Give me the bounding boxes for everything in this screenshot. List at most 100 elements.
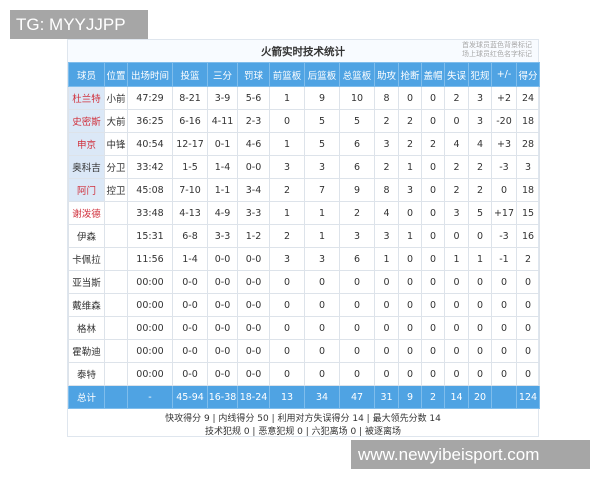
stat-cell: 5 [339,109,375,133]
table-row: 泰特 00:00 0-0 0-0 0-0 0 0 0 0 0 0 0 0 0 0 [68,362,540,386]
stat-cell: 3 [374,224,399,248]
stat-cell: 3 [398,178,422,202]
column-header: 投篮 [172,62,208,87]
stat-cell: 0 [421,339,445,363]
stat-cell: 0 [468,224,492,248]
stat-cell: 1 [269,86,305,110]
stat-cell: 0 [468,316,492,340]
stat-cell: 分卫 [104,155,128,179]
stat-cell: 1-1 [207,178,238,202]
stat-cell: 0 [398,247,422,271]
stat-cell: 5 [304,109,340,133]
stat-cell: 0-0 [237,339,270,363]
player-name: 泰特 [68,362,105,386]
stat-cell: 6 [339,132,375,156]
column-header: 球员 [68,62,105,87]
stat-cell: 0 [468,293,492,317]
player-name: 史密斯 [68,109,105,133]
stat-cell: 0 [398,201,422,225]
stat-cell: 1 [444,247,469,271]
stat-cell: 0 [421,362,445,386]
total-cell: 14 [444,385,469,409]
stat-cell: 40:54 [127,132,173,156]
stat-cell: 6 [339,155,375,179]
column-header: 得分 [516,62,540,87]
stat-cell: 0-0 [237,247,270,271]
table-row: 伊森 15:31 6-8 3-3 1-2 2 1 3 3 1 0 0 0 -3 16 [68,224,540,248]
stat-cell: 0 [421,178,445,202]
table-body: 杜兰特 小前 47:29 8-21 3-9 5-6 1 9 10 8 0 0 2 3 +2 24 史密斯 大前 36… [68,86,540,409]
stat-cell: 3 [339,224,375,248]
total-cell: - [127,385,173,409]
legend-on-court: 场上球员红色名字标记 [462,50,532,58]
stat-cell: +17 [491,201,517,225]
stat-cell: 28 [516,132,540,156]
stat-cell: -3 [491,155,517,179]
stat-cell: 3-9 [207,86,238,110]
player-name: 伊森 [68,224,105,248]
stat-cell: 8-21 [172,86,208,110]
stat-cell: 0-0 [172,293,208,317]
stat-cell: 2 [516,247,540,271]
table-row: 史密斯 大前 36:25 6-16 4-11 2-3 0 5 5 2 2 0 0 3 -20 18 [68,109,540,133]
column-header: 三分 [207,62,238,87]
stat-cell: 7-10 [172,178,208,202]
footer-line-1: 快攻得分 9 | 内线得分 50 | 利用对方失误得分 14 | 最大领先分数 … [165,414,441,424]
stat-cell: 0 [339,339,375,363]
stats-table: 球员 位置 出场时间 投篮 三分 罚球 前篮板 后篮板 总篮板 助攻 抢断 盖帽 失误 犯规 +/- 得分 杜… [68,62,540,409]
stat-cell: 0 [304,270,340,294]
total-cell: 2 [421,385,445,409]
player-name: 格林 [68,316,105,340]
stat-cell: 0 [304,362,340,386]
stat-cell: 3-3 [237,201,270,225]
stat-cell: 36:25 [127,109,173,133]
stat-cell: 0 [516,339,540,363]
stat-cell: 2 [339,201,375,225]
stat-cell: 00:00 [127,362,173,386]
column-header: 位置 [104,62,128,87]
column-header: 犯规 [468,62,492,87]
stat-cell: 47:29 [127,86,173,110]
stat-cell: 0 [421,201,445,225]
stat-cell: 0-0 [207,247,238,271]
stat-cell: 1 [398,155,422,179]
stat-cell: 9 [304,86,340,110]
table-row: 申京 中锋 40:54 12-17 0-1 4-6 1 5 6 3 2 2 4 4 +3 28 [68,132,540,156]
stat-cell: 6-16 [172,109,208,133]
column-header: 前篮板 [269,62,305,87]
stat-cell: 0 [304,339,340,363]
stat-cell: 1 [304,201,340,225]
stat-cell: 控卫 [104,178,128,202]
table-row: 卡佩拉 11:56 1-4 0-0 0-0 3 3 6 1 0 0 1 1 -1 2 [68,247,540,271]
stat-cell: +3 [491,132,517,156]
stat-cell: 7 [304,178,340,202]
total-cell: 16-38 [207,385,238,409]
column-header: 失误 [444,62,469,87]
stat-cell: 1-5 [172,155,208,179]
stat-cell: 0 [374,339,399,363]
stat-cell: 0-0 [207,339,238,363]
stat-cell: 00:00 [127,339,173,363]
column-header: 抢断 [398,62,422,87]
stat-cell: 2-3 [237,109,270,133]
stat-cell: 3 [444,201,469,225]
stat-cell: 2 [468,155,492,179]
total-cell: 18-24 [237,385,270,409]
stat-cell: 0 [468,339,492,363]
stat-cell: 3 [304,247,340,271]
stat-cell: 大前 [104,109,128,133]
stat-cell: 11:56 [127,247,173,271]
stat-cell: 0 [421,109,445,133]
player-name: 亚当斯 [68,270,105,294]
stat-cell: 0 [491,316,517,340]
stat-cell: 0 [374,270,399,294]
stat-cell: 24 [516,86,540,110]
total-cell: 124 [516,385,540,409]
table-row: 戴维森 00:00 0-0 0-0 0-0 0 0 0 0 0 0 0 0 0 0 [68,293,540,317]
total-cell: 总计 [68,385,105,409]
stat-cell: 2 [444,178,469,202]
header-row: 球员 位置 出场时间 投篮 三分 罚球 前篮板 后篮板 总篮板 助攻 抢断 盖帽 失误 犯规 +/- 得分 [68,62,540,87]
column-header: 后篮板 [304,62,340,87]
stat-cell: 1 [398,224,422,248]
stat-cell: 18 [516,109,540,133]
